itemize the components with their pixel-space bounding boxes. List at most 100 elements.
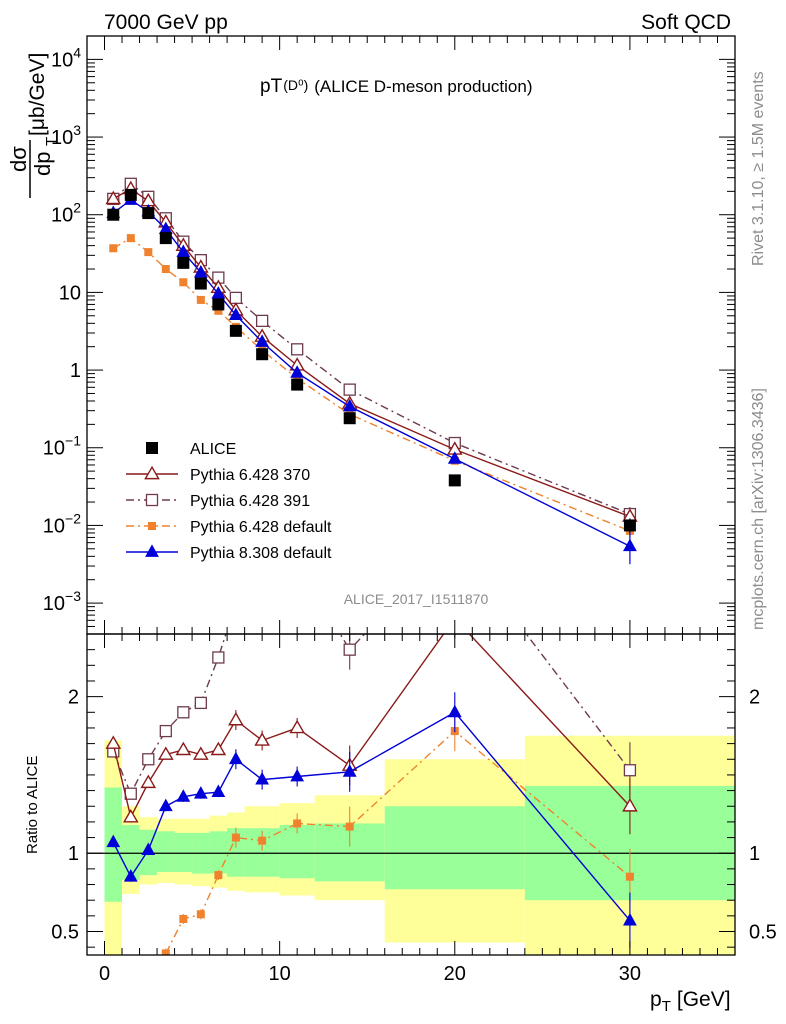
tick-base: 10 [43, 438, 65, 460]
data-point [623, 538, 637, 552]
band-inner [174, 832, 193, 873]
data-point [255, 314, 269, 328]
ratio-point [622, 798, 638, 812]
data-point [343, 412, 356, 425]
x-tick-label: 0 [99, 963, 110, 985]
data-point [194, 277, 207, 290]
legend-item: Pythia 6.428 default [126, 519, 332, 536]
tick-base: 10 [43, 515, 65, 537]
x-axis-label: pT [GeV] [650, 988, 731, 1015]
xlabel-main: p [650, 988, 662, 1011]
ratio-uncertainty-bands [87, 735, 735, 955]
ratio-point [196, 910, 205, 919]
data-point [342, 398, 357, 412]
data-point [448, 474, 461, 487]
legend-label: ALICE [190, 441, 236, 458]
ratio-point [141, 842, 156, 855]
data-point [255, 334, 270, 347]
ratio-point [122, 808, 139, 823]
data-point [212, 298, 225, 311]
main-panel [86, 35, 736, 635]
tick-exponent: 4 [73, 44, 81, 60]
x-tick-label: 20 [444, 963, 466, 985]
ratio-point [159, 724, 172, 738]
tick-base: 10 [51, 49, 73, 71]
ratio-point [214, 871, 223, 880]
tick-exponent: −1 [65, 433, 81, 449]
data-point [228, 307, 243, 321]
main-y-label: dσ dp T [μb/GeV] [6, 53, 60, 198]
data-point [196, 295, 205, 304]
data-point [447, 451, 462, 464]
ratio-point [257, 582, 268, 593]
ratio-point [193, 786, 208, 799]
ratio-point [342, 764, 357, 777]
ratio-point [106, 834, 121, 848]
ratio-point [177, 706, 190, 719]
ratio-point [625, 872, 634, 881]
ratio-y-tick-label-right: 1 [749, 843, 760, 865]
legend-item: Pythia 8.308 default [126, 544, 332, 562]
data-point [107, 208, 120, 221]
ratio-point [161, 949, 170, 955]
ratio-point [231, 833, 240, 842]
band-inner [227, 828, 245, 877]
ratio-point [345, 822, 354, 831]
ratio-point [193, 746, 209, 760]
main-y-tick-label: 10−3 [43, 588, 81, 615]
ratio-ticks: 0.5 0.51 12 20 10 20 30 [51, 634, 777, 985]
header-left: 7000 GeV pp [104, 11, 228, 34]
ylabel-unit: [μb/GeV] [26, 53, 49, 136]
ratio-point [142, 753, 155, 766]
ratio-point [447, 704, 462, 718]
main-y-tick-label: 10−2 [43, 510, 81, 537]
legend: ALICE Pythia 6.428 370 Pythia 6.428 391 Pyt… [126, 441, 332, 562]
series-pythia-6-428-370 [105, 180, 638, 524]
ratio-point [290, 768, 305, 782]
ratio-point [293, 819, 302, 828]
ratio-point [157, 746, 174, 760]
legend-marker [144, 465, 160, 480]
ratio-point [179, 914, 188, 923]
tick-exponent: 3 [73, 122, 81, 138]
ratio-point [145, 975, 152, 982]
ylabel-num: dσ [6, 146, 31, 172]
ratio-point [194, 696, 207, 710]
ratio-point [289, 719, 305, 734]
ratio-point [210, 741, 227, 756]
data-point [177, 256, 190, 269]
main-y-tick-label: 10 [59, 282, 81, 304]
ratio-point [255, 771, 270, 785]
main-y-tick-label: 102 [51, 200, 81, 227]
ratio-point [110, 991, 117, 998]
side-text-top: Rivet 3.1.10, ≥ 1.5M events [750, 71, 767, 266]
data-point [343, 383, 356, 396]
main-y-tick-label: 103 [51, 122, 81, 149]
xlabel-sub: T [662, 998, 671, 1015]
tick-base: 10 [51, 205, 73, 227]
ratio-y-tick-label-right: 2 [749, 687, 760, 709]
main-y-tick-label: 1 [70, 360, 81, 382]
ratio-y-label: Ratio to ALICE [24, 756, 41, 854]
tick-exponent: −3 [65, 588, 81, 604]
series-line [112, 182, 631, 515]
ratio-point [254, 732, 270, 746]
legend-label: Pythia 6.428 391 [190, 493, 310, 510]
side-text-bottom: mcplots.cern.ch [arXiv:1306.3436] [750, 388, 767, 630]
main-y-tick-label: 104 [51, 44, 81, 71]
ratio-panel [86, 633, 736, 956]
ratio-y-tick-label: 1 [68, 843, 79, 865]
data-point [623, 519, 636, 532]
data-point [159, 232, 172, 245]
data-point [176, 244, 191, 258]
data-point [124, 188, 137, 201]
ratio-point [228, 751, 243, 765]
ratio-point [175, 741, 192, 756]
band-inner [122, 825, 140, 880]
legend-marker [145, 493, 159, 507]
series-alice [107, 188, 636, 533]
band-inner [384, 806, 525, 890]
data-point [229, 291, 243, 305]
ratio-point [158, 798, 173, 812]
